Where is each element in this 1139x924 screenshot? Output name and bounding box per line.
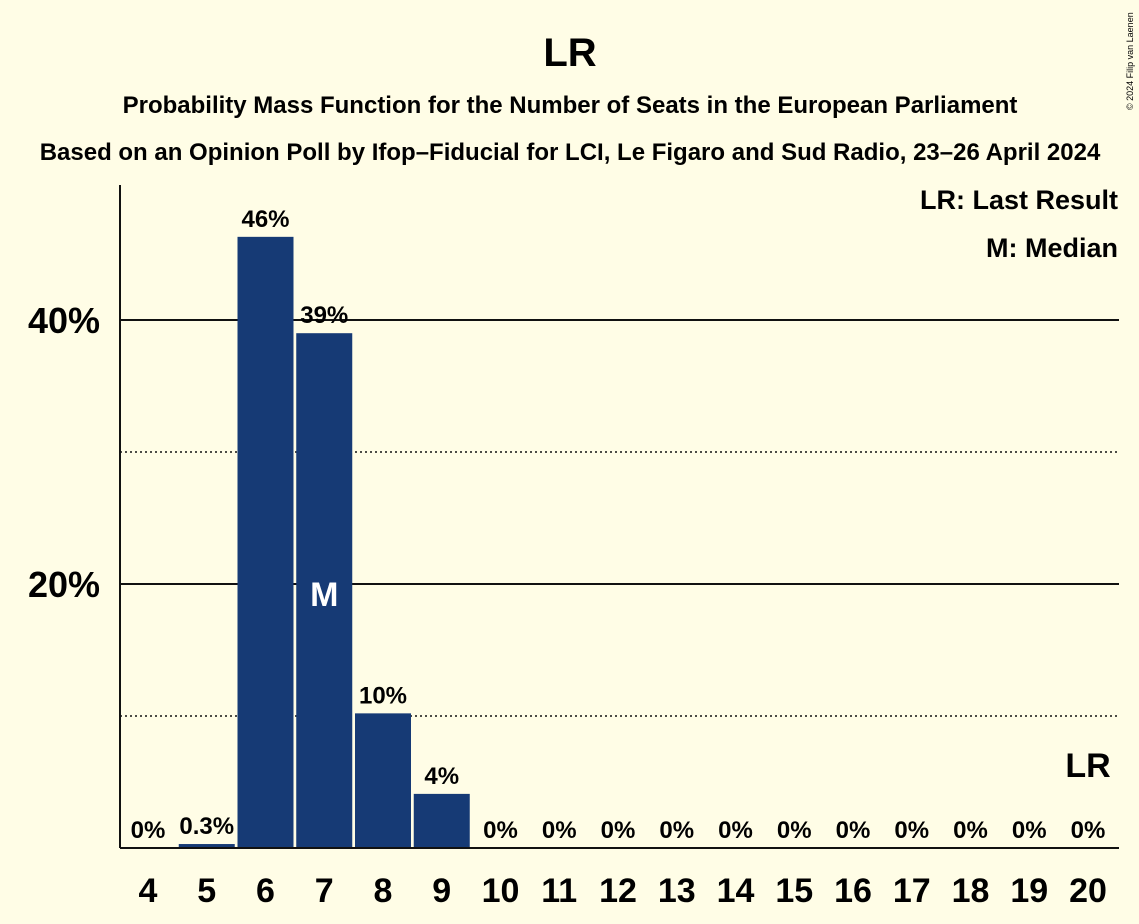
data-label-seat-10: 0% bbox=[483, 817, 518, 844]
x-tick-label: 8 bbox=[374, 872, 393, 910]
chart-title: LR bbox=[543, 31, 596, 75]
last-result-marker: LR bbox=[1065, 747, 1110, 785]
x-tick-label: 15 bbox=[775, 872, 813, 910]
bar-seat-7 bbox=[296, 333, 353, 848]
x-tick-label: 10 bbox=[482, 872, 520, 910]
x-tick-label: 6 bbox=[256, 872, 275, 910]
copyright-text: © 2024 Filip van Laenen bbox=[1125, 12, 1135, 110]
bar-seat-5 bbox=[178, 844, 235, 848]
x-tick-label: 16 bbox=[834, 872, 872, 910]
x-tick-label: 9 bbox=[432, 872, 451, 910]
data-labels: 0% 0.3% 46% 39% M 10% 4% 0% 0% 0% 0% 0% 0% 0% 0% 0% 0% 0%… bbox=[131, 206, 1111, 844]
data-label-seat-13: 0% bbox=[659, 817, 694, 844]
x-tick-label: 4 bbox=[139, 872, 158, 910]
data-label-seat-5: 0.3% bbox=[179, 813, 234, 840]
data-label-seat-11: 0% bbox=[542, 817, 577, 844]
data-label-seat-12: 0% bbox=[601, 817, 636, 844]
legend: LR: Last Result M: Median bbox=[920, 185, 1118, 263]
data-label-seat-7: 39% bbox=[300, 302, 348, 329]
data-label-seat-19: 0% bbox=[1012, 817, 1047, 844]
x-tick-label: 13 bbox=[658, 872, 696, 910]
chart-subtitle: Probability Mass Function for the Number… bbox=[123, 92, 1018, 119]
bar-seat-8 bbox=[355, 713, 411, 848]
x-tick-label: 11 bbox=[541, 872, 577, 910]
bar-seat-9 bbox=[413, 793, 470, 848]
axes: 20% 40% 4 5 6 7 8 9 10 11 12 13 14 15 16 17 18 19 20 bbox=[28, 185, 1119, 910]
y-tick-label: 20% bbox=[28, 564, 100, 605]
data-label-seat-4: 0% bbox=[131, 817, 166, 844]
data-label-seat-20: 0% bbox=[1071, 817, 1106, 844]
x-tick-label: 17 bbox=[893, 872, 931, 910]
data-label-seat-17: 0% bbox=[894, 817, 929, 844]
data-label-seat-18: 0% bbox=[953, 817, 988, 844]
median-marker: M bbox=[310, 576, 338, 614]
data-label-seat-14: 0% bbox=[718, 817, 753, 844]
data-label-seat-16: 0% bbox=[836, 817, 871, 844]
y-tick-label: 40% bbox=[28, 300, 100, 341]
bar-seat-6 bbox=[237, 236, 294, 849]
data-label-seat-9: 4% bbox=[424, 763, 459, 790]
x-tick-label: 14 bbox=[717, 872, 755, 910]
data-label-seat-6: 46% bbox=[241, 206, 289, 233]
x-tick-label: 7 bbox=[315, 872, 334, 910]
x-tick-label: 18 bbox=[952, 872, 990, 910]
chart-subtitle-2: Based on an Opinion Poll by Ifop–Fiducia… bbox=[40, 139, 1101, 166]
x-tick-label: 12 bbox=[599, 872, 637, 910]
legend-entry: LR: Last Result bbox=[920, 185, 1118, 215]
x-tick-label: 5 bbox=[197, 872, 216, 910]
x-tick-label: 19 bbox=[1010, 872, 1048, 910]
bars bbox=[178, 236, 470, 849]
data-label-seat-15: 0% bbox=[777, 817, 812, 844]
data-label-seat-8: 10% bbox=[359, 682, 407, 709]
x-tick-label: 20 bbox=[1069, 872, 1107, 910]
legend-entry: M: Median bbox=[986, 233, 1118, 263]
